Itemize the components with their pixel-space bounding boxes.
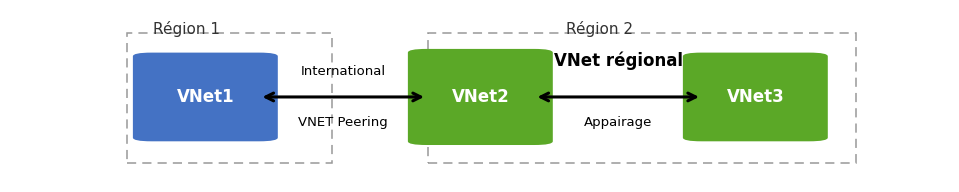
FancyBboxPatch shape	[133, 53, 278, 141]
Bar	[128, 33, 332, 164]
FancyBboxPatch shape	[683, 53, 828, 141]
Text: International: International	[301, 65, 386, 78]
Text: Région 2: Région 2	[566, 21, 633, 37]
Text: VNET Peering: VNET Peering	[298, 116, 388, 129]
Text: VNet3: VNet3	[727, 88, 784, 106]
Text: VNet régional: VNet régional	[553, 52, 683, 70]
Text: Région 1: Région 1	[153, 21, 221, 37]
Text: VNet1: VNet1	[176, 88, 234, 106]
FancyBboxPatch shape	[408, 49, 552, 145]
Text: Appairage: Appairage	[584, 116, 652, 129]
Text: VNet2: VNet2	[452, 88, 509, 106]
Bar	[429, 33, 855, 164]
